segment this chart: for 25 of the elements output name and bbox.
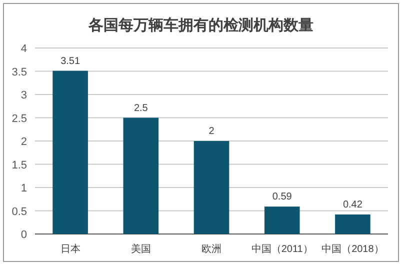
- bar: [194, 141, 230, 234]
- data-label: 2: [208, 126, 215, 137]
- y-tick-label: 0: [20, 229, 27, 241]
- x-tick-label: 日本: [60, 243, 80, 255]
- data-label: 2.5: [134, 102, 148, 114]
- data-label: 3.51: [60, 56, 80, 67]
- bar: [264, 206, 300, 234]
- bar: [52, 70, 88, 234]
- chart-title: 各国每万辆车拥有的检测机构数量: [88, 16, 314, 34]
- bar: [123, 118, 159, 234]
- data-label: 0.42: [342, 199, 363, 210]
- x-tick-label: 中国（2018）: [322, 243, 384, 255]
- x-tick-label: 美国: [130, 243, 151, 255]
- y-tick-label: 0.5: [12, 206, 27, 218]
- y-tick-label: 1: [20, 182, 27, 194]
- y-tick-label: 2.5: [12, 112, 27, 125]
- y-tick-label: 1.5: [12, 159, 27, 172]
- y-tick-label: 4: [20, 43, 27, 55]
- y-tick-label: 2: [20, 136, 27, 148]
- y-tick-label: 3: [20, 90, 27, 102]
- y-tick-label: 3.5: [12, 66, 27, 78]
- data-label: 0.59: [272, 192, 292, 203]
- x-tick-label: 中国（2011）: [251, 243, 313, 255]
- bar: [335, 214, 370, 234]
- x-tick-label: 欧洲: [202, 243, 222, 255]
